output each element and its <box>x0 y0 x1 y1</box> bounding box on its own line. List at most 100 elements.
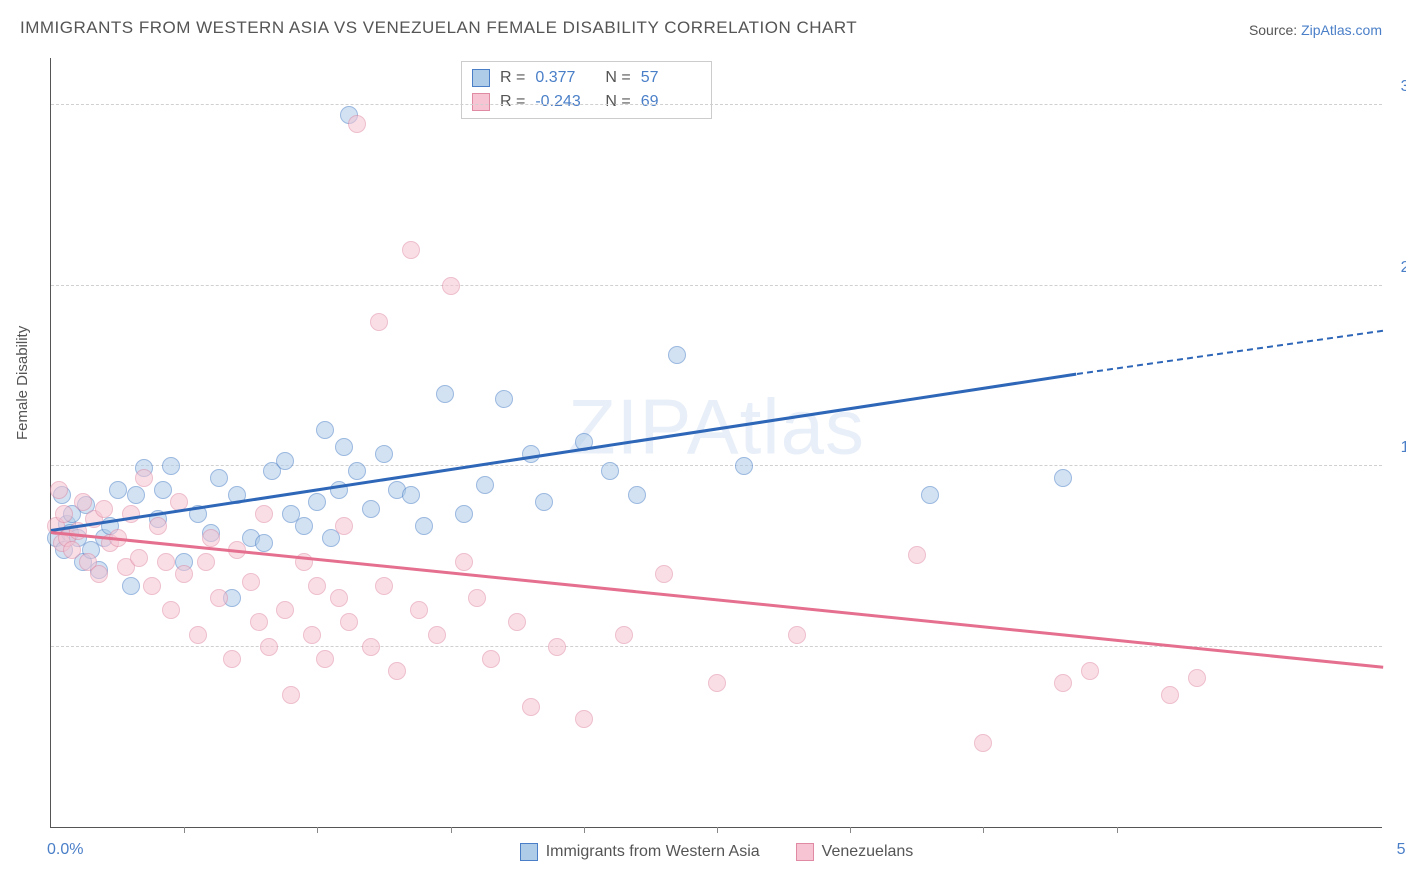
x-tick-mark <box>184 827 185 833</box>
data-point <box>210 589 228 607</box>
data-point <box>308 577 326 595</box>
data-point <box>410 601 428 619</box>
swatch-series-2 <box>472 93 490 111</box>
data-point <box>122 505 140 523</box>
data-point <box>615 626 633 644</box>
data-point <box>55 505 73 523</box>
r-label: R = <box>500 90 525 114</box>
data-point <box>436 385 454 403</box>
data-point <box>628 486 646 504</box>
data-point <box>442 277 460 295</box>
data-point <box>154 481 172 499</box>
chart-title: IMMIGRANTS FROM WESTERN ASIA VS VENEZUEL… <box>20 18 857 38</box>
x-tick-mark <box>1117 827 1118 833</box>
data-point <box>143 577 161 595</box>
data-point <box>157 553 175 571</box>
data-point <box>735 457 753 475</box>
legend-swatch-1 <box>520 843 538 861</box>
gridline <box>51 465 1382 466</box>
legend-label: Immigrants from Western Asia <box>546 843 760 861</box>
data-point <box>375 445 393 463</box>
data-point <box>455 553 473 571</box>
data-point <box>316 421 334 439</box>
data-point <box>282 686 300 704</box>
data-point <box>455 505 473 523</box>
data-point <box>162 457 180 475</box>
data-point <box>655 565 673 583</box>
n-value: 57 <box>641 66 701 90</box>
data-point <box>668 346 686 364</box>
source-attribution: Source: ZipAtlas.com <box>1249 22 1382 38</box>
data-point <box>601 462 619 480</box>
r-value: 0.377 <box>535 66 595 90</box>
data-point <box>276 452 294 470</box>
data-point <box>308 493 326 511</box>
trend-line <box>51 372 1077 531</box>
data-point <box>1054 469 1072 487</box>
data-point <box>375 577 393 595</box>
n-label: N = <box>605 66 630 90</box>
data-point <box>250 613 268 631</box>
data-point <box>223 650 241 668</box>
x-tick-mark <box>983 827 984 833</box>
data-point <box>255 534 273 552</box>
gridline <box>51 285 1382 286</box>
swatch-series-1 <box>472 69 490 87</box>
data-point <box>316 650 334 668</box>
x-tick-mark <box>584 827 585 833</box>
data-point <box>330 589 348 607</box>
data-point <box>908 546 926 564</box>
source-link[interactable]: ZipAtlas.com <box>1301 22 1382 38</box>
x-tick-mark <box>850 827 851 833</box>
data-point <box>1161 686 1179 704</box>
x-tick-mark <box>451 827 452 833</box>
data-point <box>476 476 494 494</box>
data-point <box>260 638 278 656</box>
data-point <box>482 650 500 668</box>
data-point <box>335 438 353 456</box>
legend-item: Venezuelans <box>796 843 914 861</box>
y-tick-label: 7.5% <box>1390 620 1406 638</box>
data-point <box>90 565 108 583</box>
x-tick-mark <box>717 827 718 833</box>
legend-swatch-2 <box>796 843 814 861</box>
data-point <box>370 313 388 331</box>
data-point <box>1081 662 1099 680</box>
data-point <box>210 469 228 487</box>
data-point <box>348 462 366 480</box>
data-point <box>109 481 127 499</box>
data-point <box>428 626 446 644</box>
data-point <box>335 517 353 535</box>
data-point <box>50 481 68 499</box>
data-point <box>508 613 526 631</box>
n-label: N = <box>605 90 630 114</box>
data-point <box>242 573 260 591</box>
correlation-stats-box: R = 0.377 N = 57 R = -0.243 N = 69 <box>461 61 712 119</box>
data-point <box>1188 669 1206 687</box>
source-prefix: Source: <box>1249 22 1301 38</box>
data-point <box>388 662 406 680</box>
data-point <box>135 469 153 487</box>
trend-line <box>1076 329 1383 374</box>
data-point <box>130 549 148 567</box>
stats-row: R = -0.243 N = 69 <box>472 90 701 114</box>
data-point <box>548 638 566 656</box>
data-point <box>303 626 321 644</box>
data-point <box>415 517 433 535</box>
data-point <box>197 553 215 571</box>
data-point <box>189 626 207 644</box>
data-point <box>788 626 806 644</box>
data-point <box>974 734 992 752</box>
data-point <box>162 601 180 619</box>
data-point <box>535 493 553 511</box>
data-point <box>95 500 113 518</box>
x-tick-mark <box>317 827 318 833</box>
data-point <box>127 486 145 504</box>
plot-area: ZIPAtlas R = 0.377 N = 57 R = -0.243 N =… <box>50 58 1382 828</box>
data-point <box>348 115 366 133</box>
data-point <box>921 486 939 504</box>
legend-item: Immigrants from Western Asia <box>520 843 760 861</box>
data-point <box>175 565 193 583</box>
data-point <box>276 601 294 619</box>
y-tick-label: 30.0% <box>1390 78 1406 96</box>
